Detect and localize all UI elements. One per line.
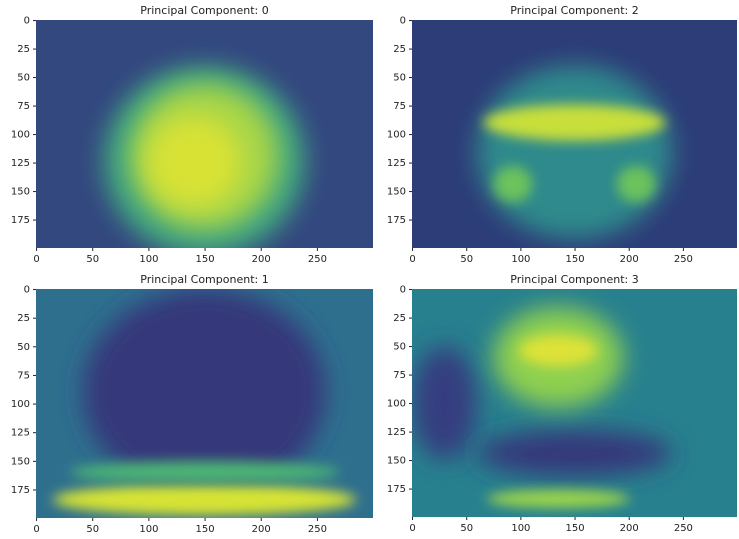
image-region: [52, 483, 357, 516]
image-region: [519, 334, 598, 367]
x-tick-label: 50: [460, 254, 473, 265]
x-tick-label: 150: [196, 254, 215, 265]
subplot-title: Principal Component: 0: [140, 4, 268, 17]
y-tick-label: 100: [387, 130, 406, 141]
x-tick-label: 250: [674, 523, 693, 534]
y-tick-label: 150: [11, 187, 30, 198]
y-tick-label: 0: [400, 16, 406, 27]
y-tick-label: 125: [387, 158, 406, 169]
x-tick-label: 0: [33, 524, 39, 535]
y-tick-label: 25: [393, 44, 406, 55]
image-region: [477, 430, 672, 476]
subplot: Principal Component: 2 0 50 100 150 200 250 0 25…: [387, 4, 737, 265]
x-tick-label: 250: [308, 524, 327, 535]
image-region: [477, 65, 672, 239]
y-tick-label: 125: [11, 428, 30, 439]
x-tick-label: 200: [620, 523, 639, 534]
y-tick-label: 25: [17, 44, 30, 55]
image-region: [412, 346, 477, 460]
y-tick-label: 175: [11, 215, 30, 226]
y-tick-label: 0: [400, 285, 406, 296]
x-tick-label: 100: [139, 524, 158, 535]
y-tick-label: 125: [387, 427, 406, 438]
y-tick-label: 25: [393, 313, 406, 324]
image-region: [83, 289, 326, 496]
y-tick-label: 50: [393, 73, 406, 84]
x-tick-label: 150: [565, 254, 584, 265]
image: [36, 20, 373, 248]
image-region: [147, 115, 242, 207]
y-tick-label: 150: [387, 456, 406, 467]
y-tick-label: 75: [17, 101, 30, 112]
y-tick-label: 50: [17, 342, 30, 353]
x-tick-label: 150: [196, 524, 215, 535]
subplot-title: Principal Component: 1: [140, 273, 268, 286]
y-tick-label: 125: [11, 158, 30, 169]
x-tick-label: 250: [308, 254, 327, 265]
image-region: [616, 165, 656, 203]
y-tick-label: 0: [24, 16, 30, 27]
x-tick-label: 250: [674, 254, 693, 265]
image-region: [493, 165, 533, 203]
y-tick-label: 100: [11, 399, 30, 410]
image-region: [69, 460, 340, 484]
x-tick-label: 0: [409, 254, 415, 265]
y-tick-label: 75: [393, 370, 406, 381]
image: [412, 289, 737, 517]
x-tick-label: 200: [252, 254, 271, 265]
subplot-title: Principal Component: 3: [510, 273, 638, 286]
y-tick-label: 25: [17, 313, 30, 324]
x-tick-label: 100: [511, 523, 530, 534]
subplot-title: Principal Component: 2: [510, 4, 638, 17]
x-tick-label: 50: [86, 254, 99, 265]
x-tick-label: 100: [511, 254, 530, 265]
y-tick-label: 0: [24, 285, 30, 296]
y-tick-label: 50: [393, 342, 406, 353]
y-tick-label: 175: [387, 484, 406, 495]
image: [36, 289, 373, 518]
x-tick-label: 150: [565, 523, 584, 534]
y-tick-label: 150: [11, 456, 30, 467]
image-region: [483, 104, 666, 141]
x-tick-label: 200: [620, 254, 639, 265]
y-tick-label: 100: [387, 399, 406, 410]
y-tick-label: 75: [393, 101, 406, 112]
y-tick-label: 100: [11, 130, 30, 141]
x-tick-label: 200: [252, 524, 271, 535]
subplot: Principal Component: 0 0 50 100 150 200 250 0 25…: [11, 4, 373, 265]
subplot: Principal Component: 3 0 50 100 150 200 250 0 25…: [387, 273, 737, 534]
image-region: [486, 489, 630, 508]
y-tick-label: 150: [387, 187, 406, 198]
y-tick-label: 175: [11, 485, 30, 496]
x-tick-label: 100: [139, 254, 158, 265]
subplot: Principal Component: 1 0 50 100 150 200 250 0 25…: [11, 273, 373, 535]
y-tick-label: 50: [17, 73, 30, 84]
x-tick-label: 50: [86, 524, 99, 535]
y-tick-label: 175: [387, 215, 406, 226]
x-tick-label: 0: [409, 523, 415, 534]
x-tick-label: 0: [33, 254, 39, 265]
y-tick-label: 75: [17, 370, 30, 381]
x-tick-label: 50: [460, 523, 473, 534]
image: [412, 20, 737, 248]
